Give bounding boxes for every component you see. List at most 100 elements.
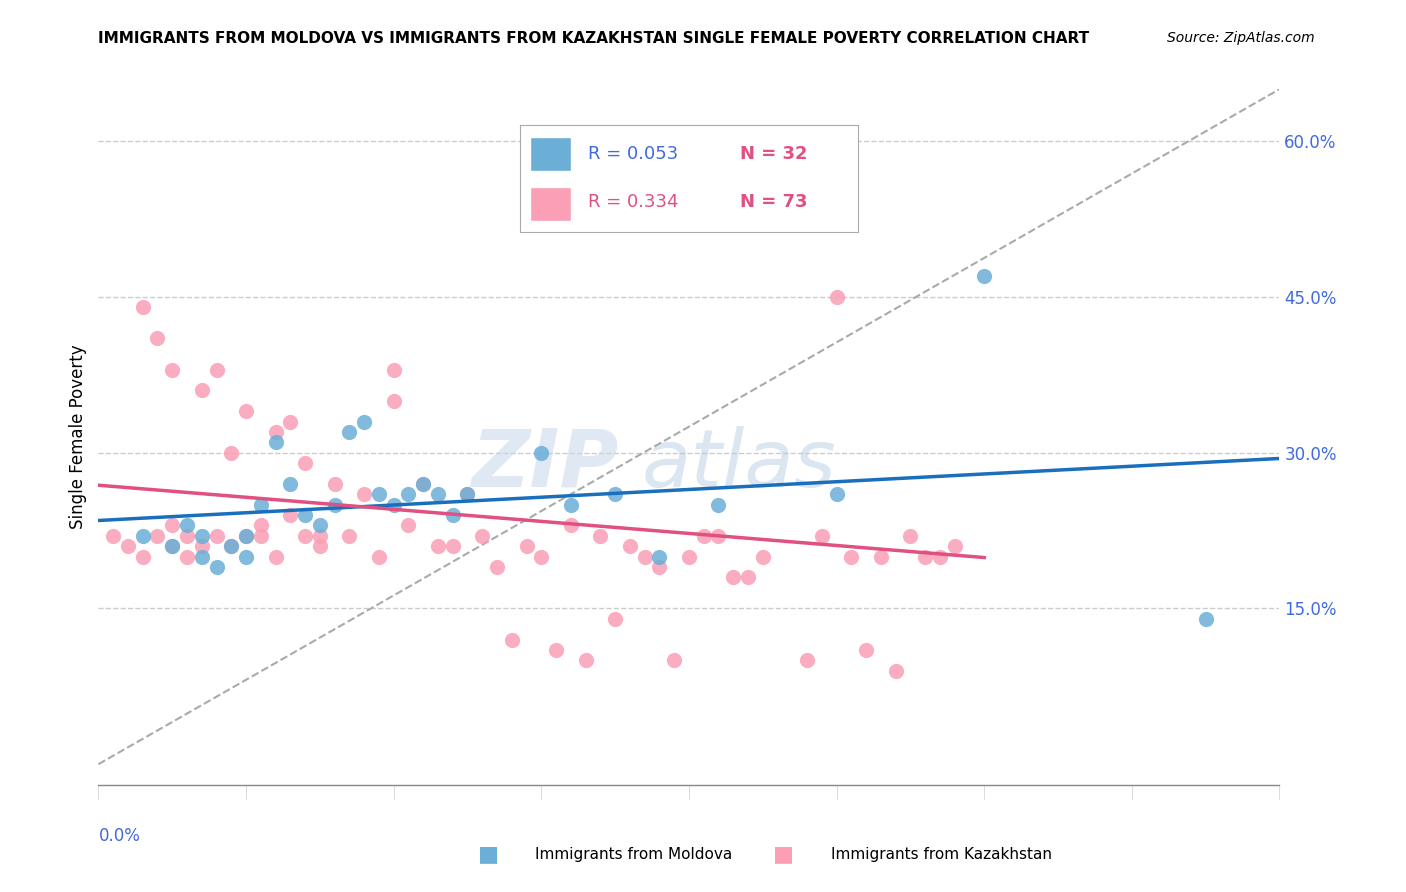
- Point: [648, 560, 671, 574]
- Point: [619, 539, 641, 553]
- Point: [574, 653, 596, 667]
- Point: [264, 549, 287, 564]
- Point: [176, 549, 198, 564]
- Point: [766, 207, 789, 221]
- Point: [426, 539, 449, 553]
- Point: [751, 549, 773, 564]
- Point: [235, 549, 257, 564]
- Point: [308, 539, 332, 553]
- Point: [412, 476, 434, 491]
- Point: [869, 549, 891, 564]
- Y-axis label: Single Female Poverty: Single Female Poverty: [69, 345, 87, 529]
- Point: [278, 415, 302, 429]
- Point: [664, 653, 686, 667]
- Point: [560, 518, 582, 533]
- Point: [884, 664, 907, 678]
- Point: [546, 643, 568, 657]
- Point: [633, 549, 655, 564]
- Point: [605, 487, 627, 501]
- Point: [471, 529, 494, 543]
- Point: [205, 529, 228, 543]
- Point: [810, 529, 832, 543]
- Point: [501, 632, 523, 647]
- Point: [782, 165, 804, 179]
- Point: [914, 549, 936, 564]
- Point: [162, 362, 183, 376]
- Point: [1194, 612, 1216, 626]
- Text: IMMIGRANTS FROM MOLDOVA VS IMMIGRANTS FROM KAZAKHSTAN SINGLE FEMALE POVERTY CORR: IMMIGRANTS FROM MOLDOVA VS IMMIGRANTS FR…: [98, 31, 1090, 46]
- Point: [235, 404, 257, 418]
- Point: [278, 476, 302, 491]
- Point: [162, 518, 183, 533]
- Point: [176, 529, 198, 543]
- Point: [353, 487, 375, 501]
- Text: N = 73: N = 73: [740, 193, 807, 211]
- Point: [737, 570, 759, 584]
- Text: Immigrants from Kazakhstan: Immigrants from Kazakhstan: [831, 847, 1052, 862]
- Point: [117, 539, 139, 553]
- Point: [825, 487, 848, 501]
- Text: ■: ■: [773, 845, 794, 864]
- Point: [796, 653, 818, 667]
- Point: [191, 529, 214, 543]
- Point: [426, 487, 449, 501]
- Point: [294, 508, 316, 522]
- Point: [191, 549, 214, 564]
- Text: Source: ZipAtlas.com: Source: ZipAtlas.com: [1167, 31, 1315, 45]
- Point: [855, 643, 877, 657]
- Point: [308, 529, 332, 543]
- Point: [707, 529, 730, 543]
- Point: [176, 518, 198, 533]
- Point: [382, 362, 405, 376]
- Point: [323, 476, 346, 491]
- Point: [707, 498, 730, 512]
- Text: atlas: atlas: [641, 425, 837, 504]
- Text: ■: ■: [478, 845, 499, 864]
- Text: N = 32: N = 32: [740, 145, 807, 162]
- Point: [943, 539, 966, 553]
- Point: [235, 529, 257, 543]
- Point: [928, 549, 950, 564]
- Point: [146, 331, 169, 345]
- Point: [278, 508, 302, 522]
- Point: [456, 487, 478, 501]
- Point: [678, 549, 700, 564]
- Point: [605, 612, 627, 626]
- Point: [250, 518, 273, 533]
- Bar: [530, 136, 571, 171]
- Point: [515, 539, 537, 553]
- Point: [530, 549, 553, 564]
- Point: [367, 487, 389, 501]
- Text: R = 0.334: R = 0.334: [588, 193, 678, 211]
- Point: [337, 529, 360, 543]
- Bar: [530, 187, 571, 221]
- Point: [294, 529, 316, 543]
- Point: [456, 487, 478, 501]
- Point: [323, 498, 346, 512]
- Point: [132, 529, 155, 543]
- Point: [191, 384, 214, 398]
- Point: [308, 518, 332, 533]
- Text: ZIP: ZIP: [471, 425, 619, 504]
- Point: [219, 539, 242, 553]
- Point: [396, 518, 419, 533]
- Point: [441, 508, 464, 522]
- Point: [900, 529, 922, 543]
- Point: [205, 362, 228, 376]
- Point: [721, 570, 744, 584]
- Point: [367, 549, 389, 564]
- Point: [132, 549, 155, 564]
- Point: [412, 476, 434, 491]
- Point: [250, 498, 273, 512]
- Point: [162, 539, 183, 553]
- Point: [264, 425, 287, 439]
- Point: [132, 300, 155, 314]
- Point: [219, 445, 242, 459]
- Text: 0.0%: 0.0%: [98, 827, 141, 845]
- Point: [353, 415, 375, 429]
- Point: [560, 498, 582, 512]
- Point: [250, 529, 273, 543]
- Point: [441, 539, 464, 553]
- Point: [146, 529, 169, 543]
- Point: [589, 529, 612, 543]
